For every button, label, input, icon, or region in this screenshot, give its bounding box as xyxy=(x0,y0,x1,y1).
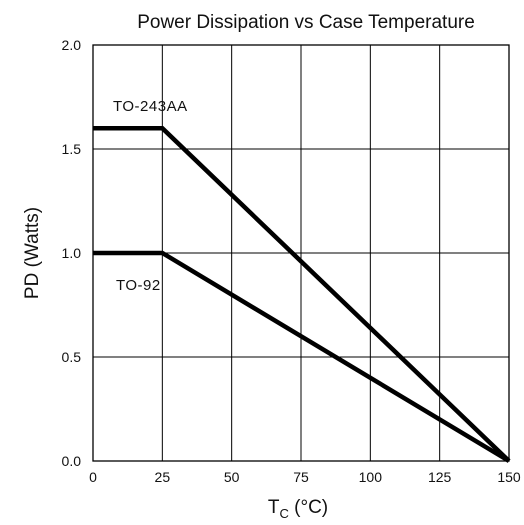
y-tick-label: 2.0 xyxy=(62,37,82,53)
y-tick-label: 1.5 xyxy=(62,141,82,157)
series-lines xyxy=(93,125,511,463)
x-tick-label: 0 xyxy=(89,469,97,485)
x-tick-label: 75 xyxy=(293,469,309,485)
y-tick-label: 0.0 xyxy=(62,453,82,469)
series-line-to-243aa xyxy=(93,125,511,463)
x-tick-label: 25 xyxy=(155,469,171,485)
y-tick-label: 1.0 xyxy=(62,245,82,261)
y-axis-label: PD (Watts) xyxy=(22,207,43,299)
chart-title: Power Dissipation vs Case Temperature xyxy=(137,12,475,33)
x-tick-label: 100 xyxy=(359,469,383,485)
series-line-to-92 xyxy=(93,250,511,463)
series-label-to-92: TO-92 xyxy=(116,277,161,294)
x-axis-label-subscript: C xyxy=(279,506,288,521)
x-axis-label-symbol: T xyxy=(268,497,280,518)
x-tick-labels: 0 25 50 75 100 125 150 xyxy=(89,469,521,485)
y-tick-label: 0.5 xyxy=(62,349,82,365)
y-tick-labels: 0.0 0.5 1.0 1.5 2.0 xyxy=(62,37,82,469)
x-tick-label: 150 xyxy=(497,469,521,485)
series-label-to-243aa: TO-243AA xyxy=(113,98,188,115)
x-tick-label: 50 xyxy=(224,469,240,485)
x-axis-label: TC (°C) xyxy=(268,497,328,521)
x-tick-label: 125 xyxy=(428,469,452,485)
x-axis-label-unit: (°C) xyxy=(289,497,328,518)
